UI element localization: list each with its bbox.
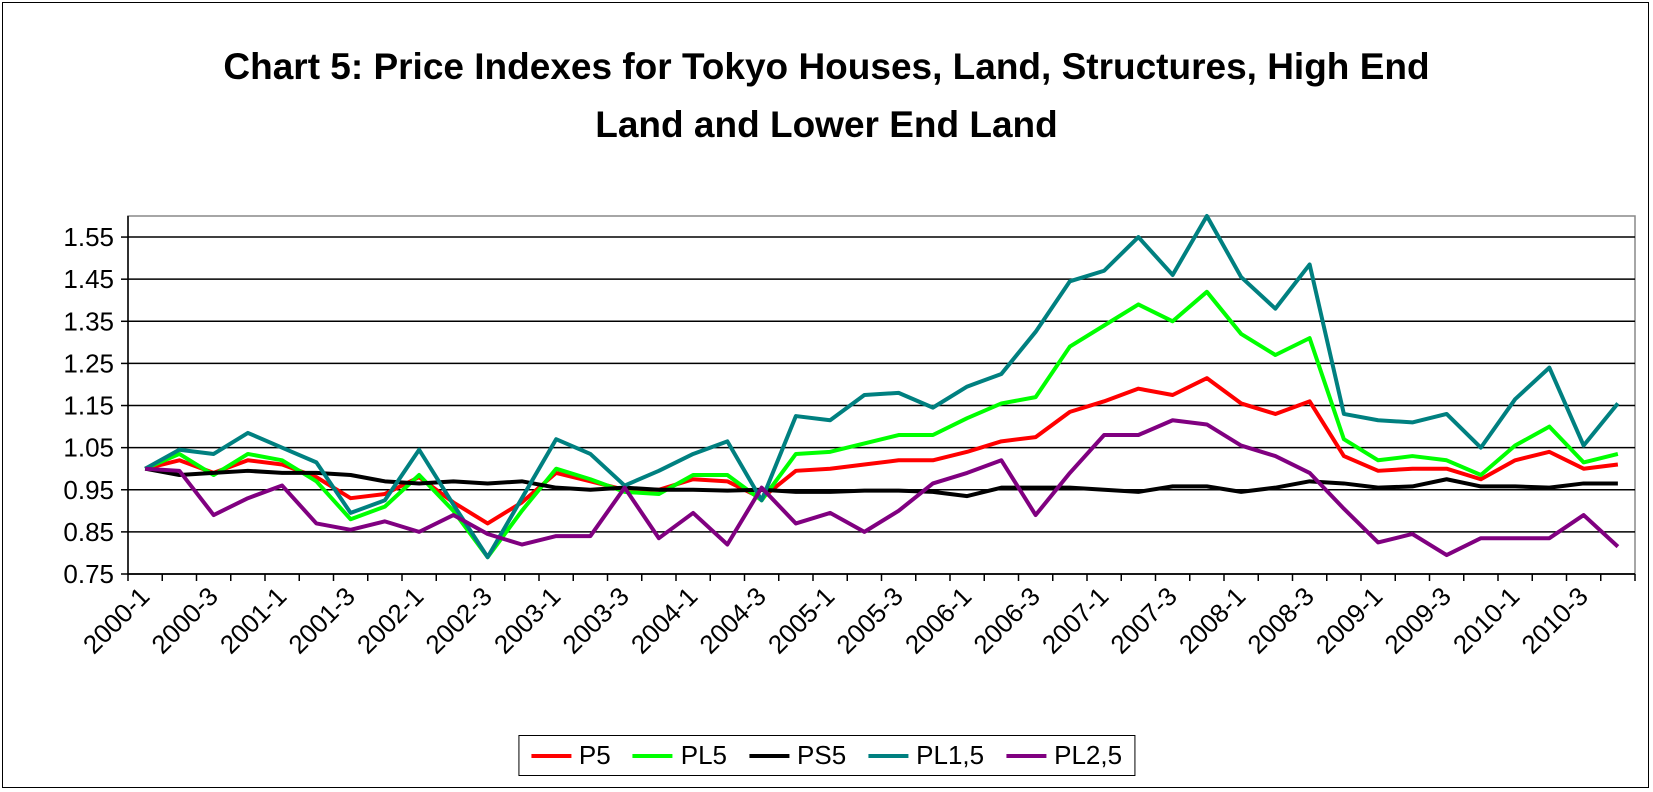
x-tick-label: 2010-3 (1515, 581, 1593, 659)
series-line (144, 466, 1618, 499)
series-line (145, 418, 1620, 558)
y-tick-label: 1.05 (63, 433, 114, 463)
x-tick-label: 2001-1 (214, 581, 292, 659)
legend-entry: PL5 (632, 740, 728, 771)
y-tick-label: 0.85 (63, 517, 114, 547)
x-tick-label: 2002-3 (419, 581, 497, 659)
x-tick-label: 2006-1 (899, 581, 977, 659)
x-tick-label: 2009-3 (1378, 581, 1456, 659)
legend-entry: PL2,5 (1006, 740, 1122, 771)
legend-label: PL5 (680, 740, 728, 770)
chart-title: Chart 5: Price Indexes for Tokyo Houses,… (223, 46, 1430, 145)
x-tick-label: 2009-1 (1310, 581, 1388, 659)
legend-swatch (1006, 753, 1047, 758)
legend-label: PL2,5 (1054, 740, 1123, 770)
y-tick-label: 1.45 (63, 264, 114, 294)
x-tick-label: 2005-3 (830, 581, 908, 659)
legend-label: PL1,5 (916, 740, 985, 770)
x-tick-label: 2007-1 (1036, 581, 1114, 659)
x-tick-label: 2006-3 (967, 581, 1045, 659)
legend-swatch (868, 753, 909, 758)
series-line (144, 289, 1619, 560)
series-line (144, 214, 1620, 560)
x-tick-label: 2008-1 (1173, 581, 1251, 659)
legend-swatch (530, 753, 571, 758)
legend-swatch (749, 753, 790, 758)
legend-label: PS5 (797, 740, 847, 770)
y-tick-label: 1.25 (63, 348, 114, 378)
x-tick-label: 2001-3 (282, 581, 360, 659)
x-tick-label: 2003-1 (488, 581, 566, 659)
x-tick-label: 2000-3 (145, 581, 223, 659)
series-line (144, 376, 1619, 526)
y-tick-label: 1.35 (63, 306, 114, 336)
x-tick-label: 2004-1 (625, 581, 703, 659)
x-tick-label: 2002-1 (351, 581, 429, 659)
y-tick-label: 0.75 (63, 559, 114, 589)
x-tick-label: 2003-3 (556, 581, 634, 659)
legend-label: P5 (578, 740, 611, 770)
x-tick-label: 2004-3 (693, 581, 771, 659)
legend-entry: P5 (530, 740, 611, 771)
legend-swatch (632, 753, 673, 758)
legend-entry: PL1,5 (868, 740, 984, 771)
legend: P5 PL5 PS5 PL1,5 PL2,5 (517, 735, 1136, 776)
y-tick-label: 0.95 (63, 475, 114, 505)
x-tick-label: 2007-3 (1104, 581, 1182, 659)
x-tick-label: 2008-3 (1241, 581, 1319, 659)
x-tick-label: 2010-1 (1447, 581, 1525, 659)
y-tick-label: 1.15 (63, 391, 114, 421)
x-tick-label: 2005-1 (762, 581, 840, 659)
legend-entry: PS5 (749, 740, 846, 771)
y-tick-label: 1.55 (63, 222, 114, 252)
x-tick-label: 2000-1 (77, 581, 155, 659)
